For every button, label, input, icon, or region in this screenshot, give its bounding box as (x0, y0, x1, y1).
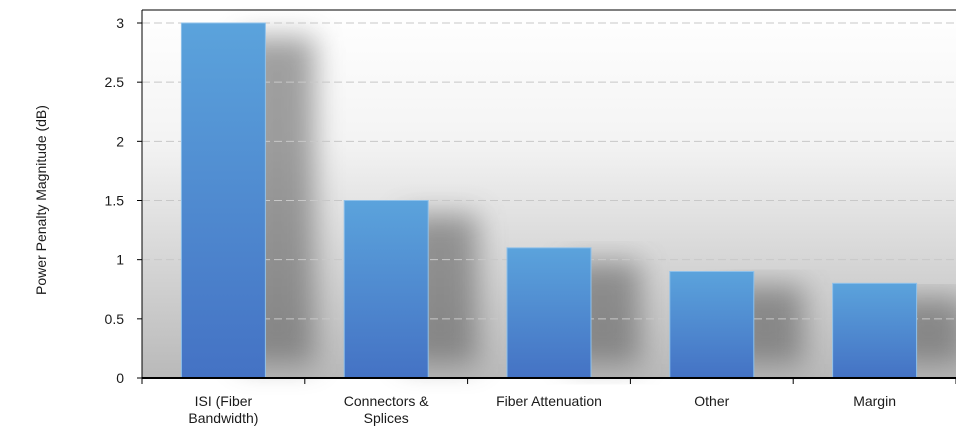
y-tick-labels: 0 0.5 1 1.5 2 2.5 3 (105, 15, 142, 386)
y-tick-label: 2 (116, 133, 124, 149)
bar (669, 271, 755, 379)
y-tick-label: 3 (116, 15, 124, 31)
x-category-label: ISI (Fiber (195, 393, 253, 409)
x-category-label: Splices (364, 410, 409, 426)
bar (180, 22, 266, 379)
bar (343, 200, 429, 379)
x-category-label: Connectors & (344, 393, 429, 409)
x-category-label: Other (694, 393, 729, 409)
bar (832, 282, 918, 379)
y-tick-label: 1.5 (105, 193, 125, 209)
y-axis-title: Power Penalty Magnitude (dB) (33, 105, 49, 295)
x-tick-marks (141, 378, 956, 384)
bars (180, 22, 918, 379)
y-tick-label: 0 (116, 370, 124, 386)
x-category-label: Bandwidth) (188, 410, 258, 426)
x-category-label: Fiber Attenuation (496, 393, 602, 409)
y-tick-label: 0.5 (105, 311, 125, 327)
gridlines (142, 22, 956, 320)
x-category-label: Margin (853, 393, 896, 409)
y-tick-label: 1 (116, 252, 124, 268)
y-tick-label: 2.5 (105, 74, 125, 90)
bar (506, 247, 592, 379)
